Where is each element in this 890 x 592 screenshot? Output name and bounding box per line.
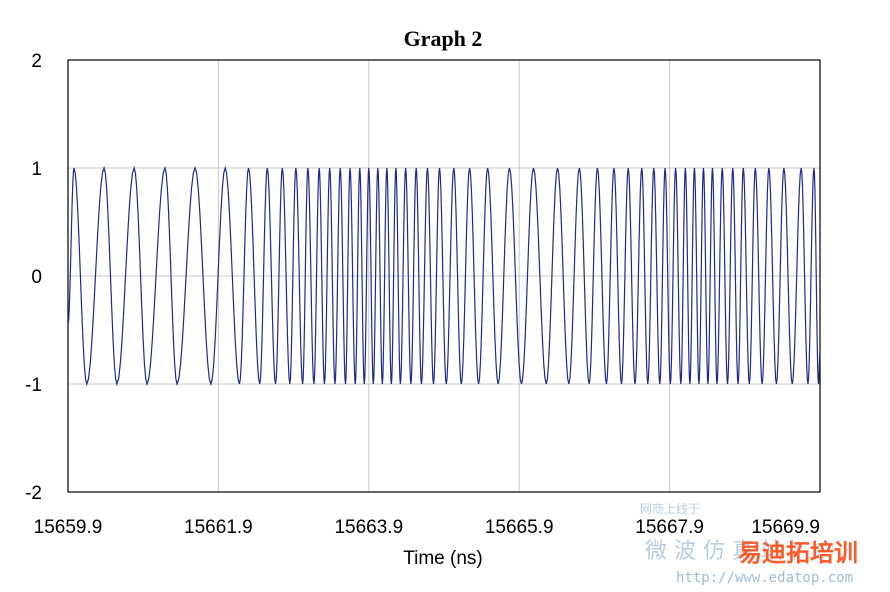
series-line [67,165,821,387]
series-layer [67,165,821,387]
watermark-brand: 易迪拓培训 [738,539,858,567]
y-tick-label: -2 [25,483,42,504]
y-tick-labels: 2 1 0 -1 -2 [25,51,42,504]
chart-title: Graph 2 [404,26,483,51]
y-tick-label: 1 [31,159,42,180]
x-axis-label: Time (ns) [403,548,483,569]
x-tick-label: 15663.9 [334,517,403,538]
plot-area [67,59,821,493]
y-tick-label: 2 [31,51,42,72]
x-tick-label: 15661.9 [184,517,253,538]
x-tick-label: 15667.9 [635,517,704,538]
x-tick-label: 15665.9 [485,517,554,538]
y-tick-label: 0 [31,267,42,288]
x-tick-label: 15659.9 [34,517,103,538]
y-tick-label: -1 [25,375,42,396]
watermark-line2: 微 波 仿 真 站 [645,539,783,564]
watermark: 网商上线于 微 波 仿 真 站 易迪拓培训 http://www.edatop.… [640,501,858,586]
watermark-url: http://www.edatop.com [676,570,853,586]
watermark-line1: 网商上线于 [640,501,700,516]
grid [68,60,820,492]
x-tick-labels: 15659.9 15661.9 15663.9 15665.9 15667.9 15669… [34,517,820,538]
x-tick-label: 15669.9 [751,517,820,538]
